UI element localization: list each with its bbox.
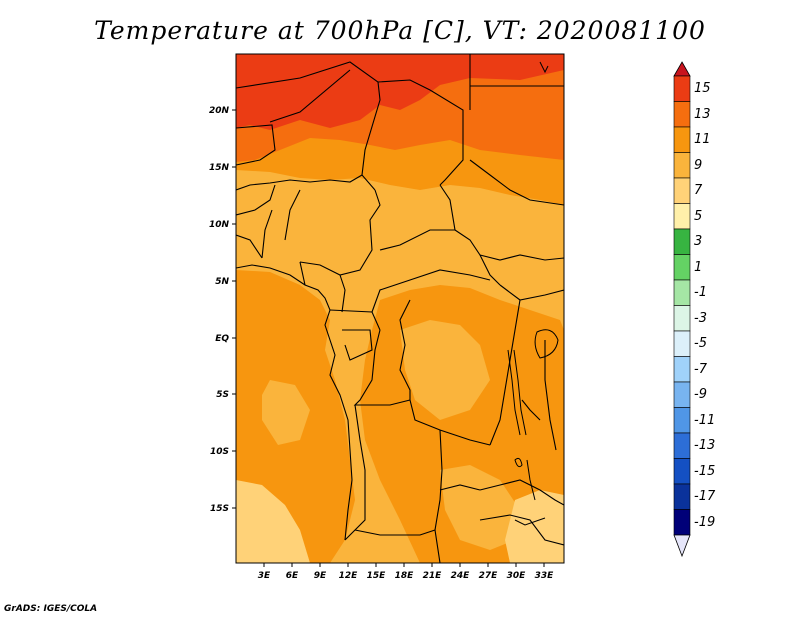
lat-label: 5S [216, 390, 229, 400]
lon-label: 12E [339, 571, 359, 581]
lat-label: 5N [215, 277, 229, 287]
colorbar-label: -7 [694, 362, 708, 377]
colorbar-label: -13 [694, 438, 715, 453]
colorbar-label: 3 [694, 234, 702, 249]
lon-label: 18E [395, 571, 415, 581]
colorbar-top-arrow [673, 61, 691, 77]
colorbar-swatch [673, 381, 691, 408]
lat-label: 10S [210, 447, 229, 457]
lat-labels: 20N 15N 10N 5N EQ 5S 10S 15S [209, 106, 230, 514]
lon-label: 33E [535, 571, 555, 581]
colorbar-swatch [673, 330, 691, 357]
colorbar-label: -19 [694, 515, 715, 530]
colorbar-swatch [673, 458, 691, 485]
lon-labels: 3E 6E 9E 12E 15E 18E 21E 24E 27E 30E 33E [258, 571, 554, 581]
lon-label: 3E [258, 571, 271, 581]
colorbar-swatch [673, 356, 691, 383]
colorbar-swatch [673, 305, 691, 332]
lat-label: EQ [215, 334, 229, 344]
lon-label: 9E [314, 571, 327, 581]
map-frame [235, 53, 565, 564]
colorbar-label: 13 [694, 107, 711, 122]
colorbar-swatch [673, 254, 691, 281]
colorbar [673, 61, 691, 558]
axis-ticks [232, 109, 545, 567]
colorbar-swatch [673, 177, 691, 204]
colorbar-label: 1 [694, 260, 702, 275]
colorbar-swatch [673, 483, 691, 510]
colorbar-label: -15 [694, 464, 715, 479]
colorbar-swatch [673, 228, 691, 255]
lon-label: 30E [507, 571, 527, 581]
lakes [507, 61, 559, 526]
lon-label: 27E [479, 571, 499, 581]
colorbar-swatch [673, 407, 691, 434]
colorbar-bottom-arrow [673, 534, 691, 558]
colorbar-label: 7 [694, 183, 703, 198]
colorbar-label: 15 [694, 81, 711, 96]
lat-label: 15S [210, 504, 229, 514]
lon-label: 15E [367, 571, 387, 581]
colorbar-swatch [673, 432, 691, 459]
colorbar-swatch [673, 126, 691, 153]
colorbar-label: -3 [694, 311, 707, 326]
colorbar-labels: 15 13 11 9 7 5 3 1 -1 -3 -5 -7 -9 -11 -1… [694, 81, 716, 530]
lat-label: 15N [209, 163, 230, 173]
colorbar-swatch [673, 101, 691, 128]
footer-credit: GrADS: IGES/COLA [4, 604, 98, 614]
colorbar-label: -11 [694, 413, 715, 428]
lat-label: 20N [209, 106, 230, 116]
lon-label: 21E [423, 571, 443, 581]
colorbar-swatch [673, 509, 691, 536]
colorbar-label: -17 [694, 489, 716, 504]
country-borders [236, 54, 564, 563]
temperature-field [236, 54, 564, 563]
colorbar-label: 11 [694, 132, 711, 147]
colorbar-swatch [673, 203, 691, 230]
colorbar-swatch [673, 152, 691, 179]
colorbar-label: 9 [694, 158, 702, 173]
chart-title: Temperature at 700hPa [C], VT: 202008110… [94, 16, 706, 45]
colorbar-label: -5 [694, 336, 707, 351]
lon-label: 6E [286, 571, 299, 581]
colorbar-swatch [673, 75, 691, 102]
lon-label: 24E [451, 571, 471, 581]
colorbar-label: 5 [694, 209, 702, 224]
colorbar-label: -9 [694, 387, 707, 402]
colorbar-label: -1 [694, 285, 707, 300]
lat-label: 10N [209, 220, 230, 230]
colorbar-swatch [673, 279, 691, 306]
